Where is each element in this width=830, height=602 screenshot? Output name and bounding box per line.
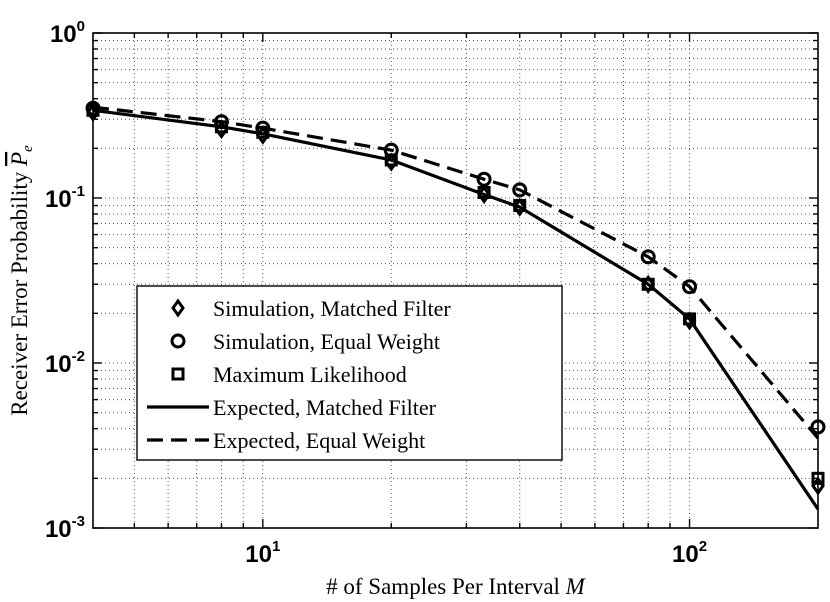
x-axis-title: # of Samples Per Interval M <box>326 574 587 599</box>
data-point-circle <box>512 182 528 198</box>
axis-ticks <box>93 32 818 529</box>
legend-swatch-circle <box>170 333 186 349</box>
y-axis-title-sub: e <box>20 145 36 152</box>
x-tick-label-base: 10 <box>245 541 272 568</box>
data-point-square <box>641 277 655 291</box>
data-point-square <box>256 125 270 139</box>
plot-frame <box>92 32 819 529</box>
legend-box <box>136 285 563 461</box>
legend-label: Maximum Likelihood <box>213 362 407 387</box>
data-point-diamond <box>384 152 399 172</box>
legend-entry: Simulation, Equal Weight <box>170 329 440 354</box>
data-point-square <box>683 312 697 326</box>
x-tick-label: 101 <box>245 538 280 568</box>
y-tick-label: 10-2 <box>45 348 85 378</box>
series-line-3 <box>92 108 820 511</box>
data-point-circle <box>640 249 656 265</box>
y-tick-label-exp: -1 <box>72 183 85 200</box>
x-tick-label-base: 10 <box>672 541 699 568</box>
x-tick-label-exp: 2 <box>699 538 707 555</box>
legend-entry: Expected, Matched Filter <box>147 395 437 420</box>
data-point-square <box>513 199 527 213</box>
y-tick-label-base: 10 <box>45 186 72 213</box>
y-axis-title: Receiver Error Probability Pe <box>7 145 36 416</box>
x-axis-title-var: M <box>565 574 587 599</box>
y-tick-label-base: 10 <box>50 21 77 48</box>
x-tick-label: 102 <box>672 538 707 568</box>
x-tick-label-exp: 1 <box>272 538 280 555</box>
y-tick-label: 100 <box>50 18 85 48</box>
series-line-4 <box>92 105 820 440</box>
data-point-circle <box>476 171 492 187</box>
data-point-diamond <box>682 311 697 331</box>
y-tick-label-exp: -3 <box>72 513 85 530</box>
y-tick-label-base: 10 <box>45 516 72 543</box>
legend-label: Simulation, Matched Filter <box>213 296 451 321</box>
series-lines <box>92 105 820 511</box>
legend-label: Simulation, Equal Weight <box>213 329 440 354</box>
data-point-diamond <box>512 197 527 217</box>
legend-swatch-diamond <box>171 298 185 318</box>
legend-entry: Simulation, Matched Filter <box>171 296 451 321</box>
data-point-square <box>477 185 491 199</box>
y-axis-title-prefix: Receiver Error Probability <box>7 171 32 415</box>
y-axis-title-var: P <box>7 152 32 167</box>
legend: Simulation, Matched Filter Simulation, Eq… <box>136 285 563 461</box>
y-tick-label: 10-3 <box>45 513 85 543</box>
legend-label: Expected, Matched Filter <box>213 395 437 420</box>
y-tick-label-exp: -2 <box>72 348 85 365</box>
y-tick-label: 10-1 <box>45 183 85 213</box>
data-point-square <box>384 153 398 167</box>
y-tick-label-exp: 0 <box>77 18 85 35</box>
y-tick-label-base: 10 <box>45 351 72 378</box>
legend-entry: Expected, Equal Weight <box>147 428 425 453</box>
x-axis-title-prefix: # of Samples Per Interval <box>326 574 560 599</box>
data-point-diamond <box>477 184 491 205</box>
data-point-circle <box>682 279 698 295</box>
data-point-diamond <box>641 274 656 294</box>
data-point-square <box>214 120 228 134</box>
legend-entry: Maximum Likelihood <box>171 362 407 387</box>
legend-label: Expected, Equal Weight <box>213 428 425 453</box>
legend-swatch-square <box>171 367 185 381</box>
